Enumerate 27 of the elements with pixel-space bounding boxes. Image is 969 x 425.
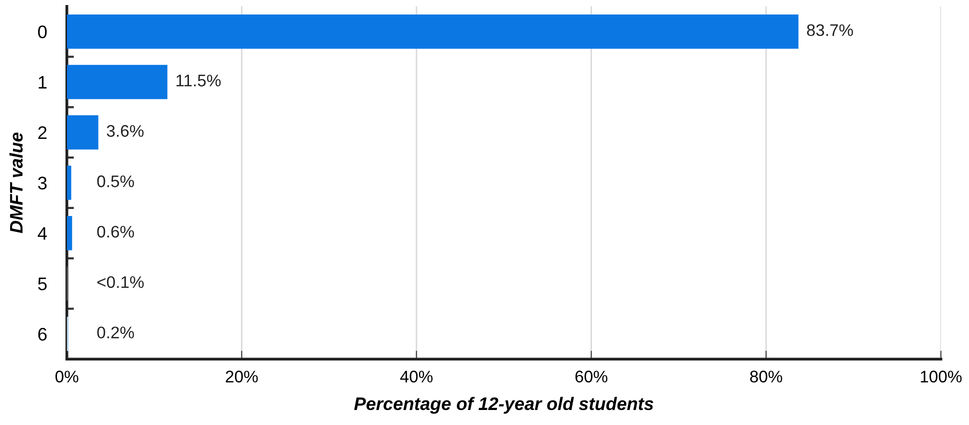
bar — [66, 115, 98, 150]
y-tick-label: 4 — [38, 227, 47, 240]
data-label: 11.5% — [176, 74, 221, 86]
y-tick-label: 1 — [38, 76, 47, 89]
bar — [66, 166, 72, 200]
x-tick-label: 100% — [920, 370, 962, 382]
bar — [66, 216, 72, 250]
data-label: 3.6% — [106, 125, 144, 137]
x-tick-label: 80% — [750, 370, 782, 382]
y-tick-label: 2 — [38, 126, 47, 139]
x-tick-label: 60% — [575, 370, 608, 382]
x-tick-label: 20% — [226, 370, 258, 382]
data-label: 0.2% — [97, 326, 134, 338]
y-tick-label: 6 — [38, 328, 47, 341]
x-tick-label: 0% — [55, 370, 78, 382]
x-tick-label: 40% — [400, 370, 433, 382]
bar — [66, 64, 168, 100]
y-axis-title: DMFT value — [9, 132, 23, 234]
x-axis-title: Percentage of 12-year old students — [354, 396, 654, 414]
data-label: 0.6% — [97, 226, 134, 238]
bar — [66, 14, 798, 49]
data-label: 83.7% — [807, 24, 853, 36]
data-label: 0.5% — [97, 175, 134, 188]
y-tick-label: 5 — [38, 278, 47, 290]
y-tick-label: 3 — [38, 176, 47, 190]
data-label: <0.1% — [97, 276, 144, 288]
y-tick-label: 0 — [38, 26, 47, 38]
